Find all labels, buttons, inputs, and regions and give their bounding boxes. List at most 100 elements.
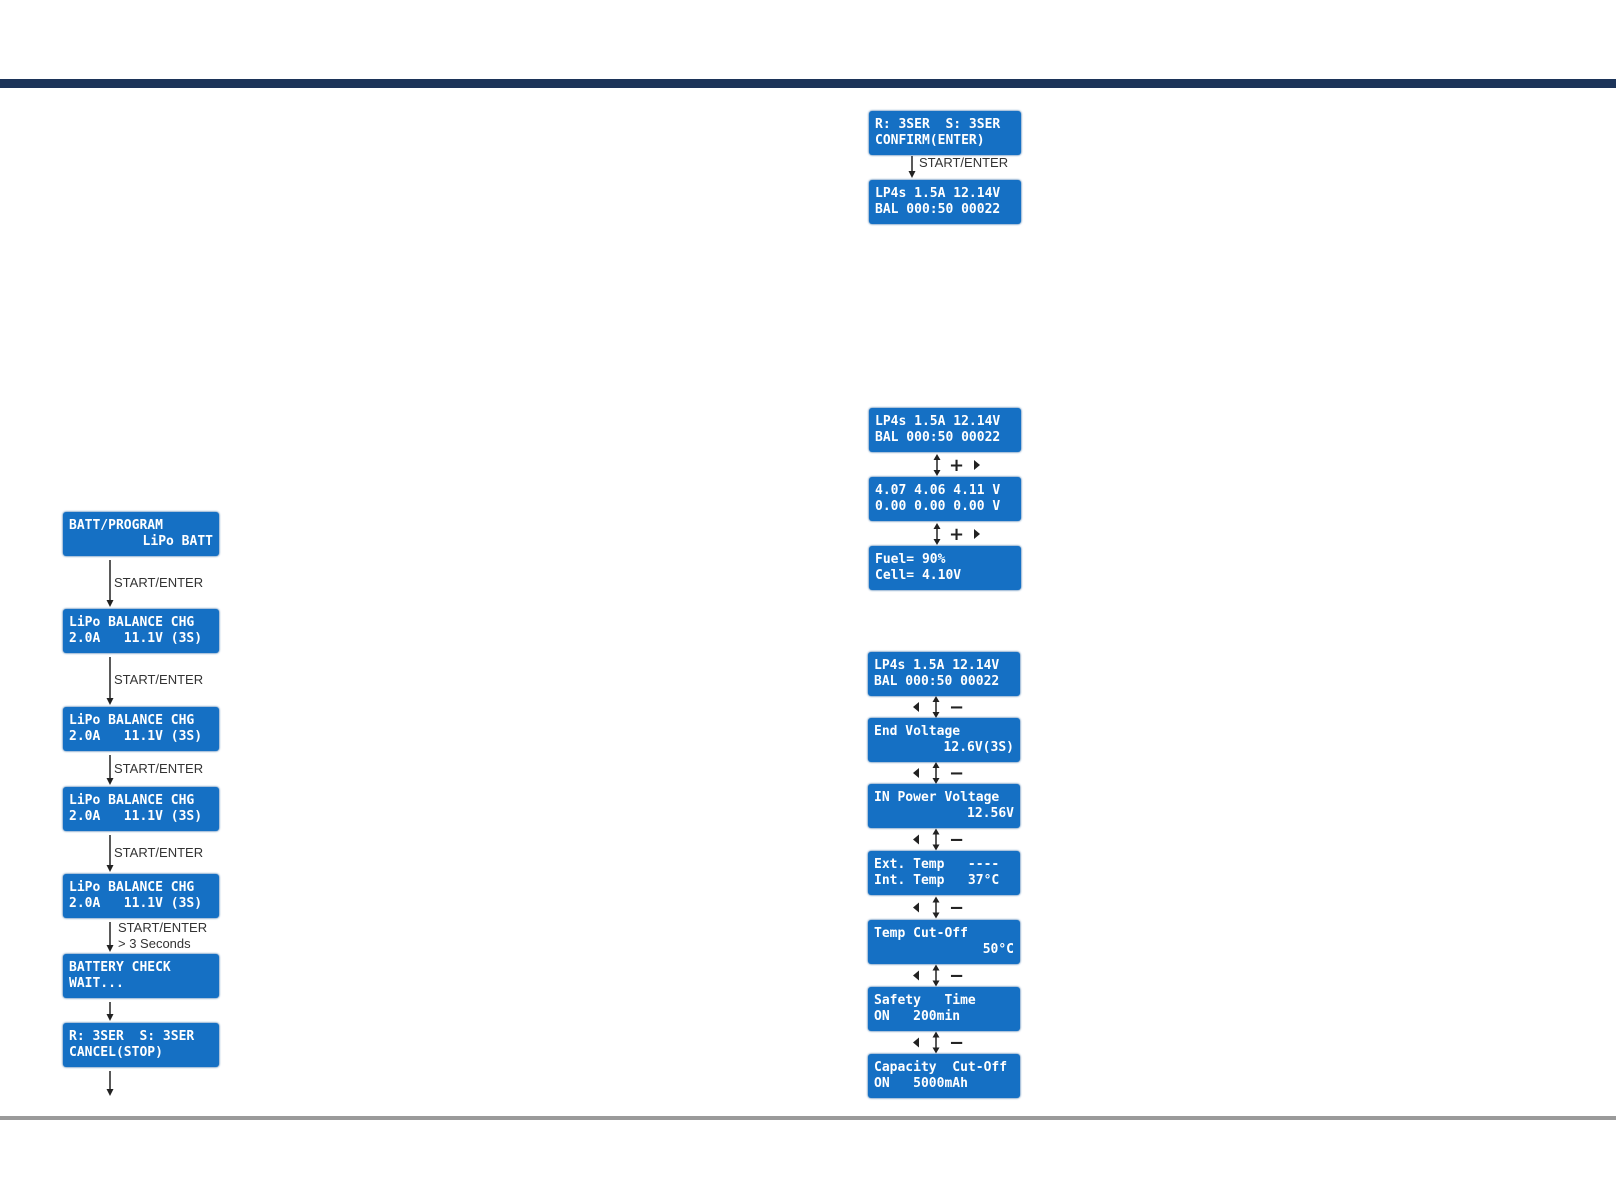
lcd-line: LiPo BALANCE CHG bbox=[69, 880, 195, 895]
lcd-screen: LiPo BALANCE CHG 2.0A 11.1V (3S) bbox=[63, 787, 219, 831]
connector-symbol: − bbox=[949, 1033, 964, 1054]
updown-head bbox=[933, 523, 941, 545]
lcd-line: LP4s 1.5A 12.14V bbox=[875, 414, 1001, 429]
left-triangle bbox=[913, 1037, 919, 1048]
lcd-screen: BATTERY CHECK WAIT... bbox=[63, 954, 219, 998]
connector-symbol: − bbox=[949, 966, 964, 987]
lcd-line: BAL 000:50 00022 bbox=[875, 202, 1001, 217]
lcd-screen: Capacity Cut-Off ON 5000mAh bbox=[868, 1054, 1020, 1098]
left-triangle bbox=[913, 834, 919, 845]
lcd-line: BATTERY CHECK bbox=[69, 960, 171, 975]
lcd-screen: Fuel= 90% Cell= 4.10V bbox=[869, 546, 1021, 590]
lcd-line: ON 5000mAh bbox=[874, 1076, 968, 1091]
arrow-head bbox=[106, 778, 114, 785]
lcd-screen: LiPo BALANCE CHG 2.0A 11.1V (3S) bbox=[63, 707, 219, 751]
arrow-head bbox=[106, 1014, 114, 1021]
arrow-head bbox=[106, 600, 114, 607]
step-label: START/ENTER bbox=[919, 155, 1009, 170]
lcd-line: End Voltage bbox=[874, 724, 961, 739]
lcd-screen: R: 3SER S: 3SER CANCEL(STOP) bbox=[63, 1023, 219, 1067]
lcd-line: LiPo BALANCE CHG bbox=[69, 615, 195, 630]
lcd-line: BAL 000:50 00022 bbox=[874, 674, 1000, 689]
right-triangle bbox=[974, 529, 980, 539]
lcd-line: R: 3SER S: 3SER bbox=[69, 1029, 195, 1044]
lcd-screen: 4.07 4.06 4.11 V 0.00 0.00 0.00 V bbox=[869, 477, 1021, 521]
right-triangle bbox=[974, 460, 980, 470]
left-triangle bbox=[913, 768, 919, 778]
connector-symbol: − bbox=[949, 830, 964, 851]
lcd-line: Int. Temp 37°C bbox=[874, 873, 1000, 888]
lcd-screen: Temp Cut-Off 50°C bbox=[868, 920, 1020, 964]
lcd-line: 2.0A 11.1V (3S) bbox=[69, 631, 203, 646]
lcd-screen: End Voltage 12.6V(3S) bbox=[868, 718, 1020, 762]
lcd-line: 4.07 4.06 4.11 V bbox=[875, 483, 1001, 498]
connector-symbol: + bbox=[949, 524, 964, 545]
lcd-line: LiPo BATT bbox=[142, 534, 213, 549]
lcd-screen: LP4s 1.5A 12.14V BAL 000:50 00022 bbox=[869, 408, 1021, 452]
lcd-line: LP4s 1.5A 12.14V bbox=[875, 186, 1001, 201]
lcd-screen: Ext. Temp ---- Int. Temp 37°C bbox=[868, 851, 1020, 895]
lcd-line: Capacity Cut-Off bbox=[874, 1060, 1008, 1075]
left-triangle bbox=[913, 970, 919, 981]
lcd-screen: IN Power Voltage 12.56V bbox=[868, 784, 1020, 828]
lcd-line: 2.0A 11.1V (3S) bbox=[69, 729, 203, 744]
step-label: START/ENTER bbox=[114, 574, 204, 590]
lcd-screen: Safety Time ON 200min bbox=[868, 987, 1020, 1031]
lcd-screen: R: 3SER S: 3SER CONFIRM(ENTER) bbox=[869, 111, 1021, 155]
lcd-line: BATT/PROGRAM bbox=[69, 518, 163, 533]
lcd-line: IN Power Voltage bbox=[874, 790, 1000, 805]
footer-rule bbox=[0, 1116, 1616, 1120]
left-triangle bbox=[913, 902, 919, 913]
left-triangle bbox=[913, 702, 919, 712]
updown-head bbox=[932, 828, 940, 851]
lcd-line: ON 200min bbox=[874, 1009, 961, 1024]
lcd-line: LiPo BALANCE CHG bbox=[69, 793, 195, 808]
arrow-head bbox=[106, 945, 114, 952]
lcd-line: LP4s 1.5A 12.14V bbox=[874, 658, 1000, 673]
lcd-screen: LP4s 1.5A 12.14V BAL 000:50 00022 bbox=[868, 652, 1020, 696]
lcd-line: 12.56V bbox=[967, 806, 1014, 821]
updown-head bbox=[932, 696, 940, 718]
lcd-line: Temp Cut-Off bbox=[874, 926, 968, 941]
lcd-line: LiPo BALANCE CHG bbox=[69, 713, 195, 728]
step-label: START/ENTER bbox=[114, 672, 204, 687]
updown-head bbox=[933, 454, 941, 476]
lcd-line: WAIT... bbox=[69, 976, 124, 991]
lcd-line: Ext. Temp ---- bbox=[874, 857, 1000, 872]
lcd-screen: LiPo BALANCE CHG 2.0A 11.1V (3S) bbox=[63, 609, 219, 653]
connector-symbol: − bbox=[949, 763, 964, 784]
lcd-line: Safety Time bbox=[874, 993, 976, 1008]
lcd-screen: BATT/PROGRAM LiPo BATT bbox=[63, 512, 219, 556]
lcd-screen: LiPo BALANCE CHG 2.0A 11.1V (3S) bbox=[63, 874, 219, 918]
updown-head bbox=[932, 896, 940, 919]
lcd-line: 2.0A 11.1V (3S) bbox=[69, 896, 203, 911]
lcd-screen: LP4s 1.5A 12.14V BAL 000:50 00022 bbox=[869, 180, 1021, 224]
step-label: START/ENTER bbox=[118, 920, 208, 935]
updown-head bbox=[932, 1031, 940, 1054]
lcd-line: CONFIRM(ENTER) bbox=[875, 133, 985, 148]
step-label: > 3 Seconds bbox=[118, 936, 191, 951]
lcd-line: Cell= 4.10V bbox=[875, 568, 962, 583]
lcd-line: Fuel= 90% bbox=[875, 552, 946, 567]
lcd-line: R: 3SER S: 3SER bbox=[875, 117, 1001, 132]
arrow-head bbox=[106, 698, 114, 705]
connector-symbol: + bbox=[949, 455, 964, 476]
arrow-head bbox=[106, 865, 114, 872]
connector-symbol: − bbox=[949, 697, 964, 718]
updown-head bbox=[932, 964, 940, 987]
lcd-line: 12.6V(3S) bbox=[943, 740, 1014, 755]
lcd-line: 0.00 0.00 0.00 V bbox=[875, 499, 1001, 514]
lcd-line: 50°C bbox=[982, 942, 1014, 957]
step-label: START/ENTER bbox=[114, 844, 204, 860]
lcd-line: CANCEL(STOP) bbox=[69, 1045, 163, 1060]
connector-symbol: − bbox=[949, 898, 964, 919]
step-label: START/ENTER bbox=[114, 761, 204, 776]
arrow-head bbox=[106, 1089, 114, 1096]
lcd-line: BAL 000:50 00022 bbox=[875, 430, 1001, 445]
lcd-line: 2.0A 11.1V (3S) bbox=[69, 809, 203, 824]
updown-head bbox=[932, 762, 940, 784]
header-bar bbox=[0, 79, 1616, 88]
arrow-head bbox=[908, 171, 916, 178]
